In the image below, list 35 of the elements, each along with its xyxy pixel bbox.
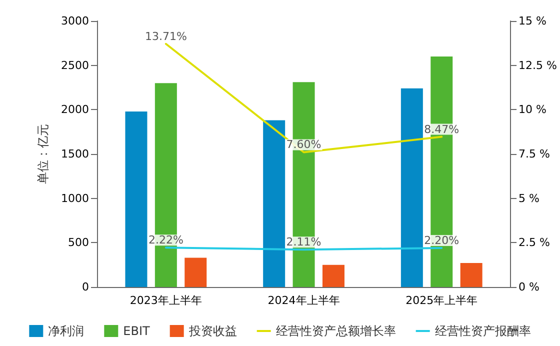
bar bbox=[400, 88, 423, 287]
data-label: 2.20% bbox=[424, 234, 460, 247]
data-label: 7.60% bbox=[286, 138, 322, 152]
bar bbox=[125, 111, 148, 287]
data-label: 13.71% bbox=[144, 30, 187, 43]
legend-label: 投资收益 bbox=[188, 324, 237, 338]
x-tick-label: 2025年上半年 bbox=[406, 294, 478, 307]
bar bbox=[460, 263, 482, 287]
y2-tick-label: 12.5 % bbox=[518, 58, 558, 72]
y2-tick-label: 15 % bbox=[518, 14, 547, 28]
data-label: 2.11% bbox=[286, 236, 322, 249]
bar bbox=[184, 258, 207, 287]
y2-tick-label: 7.5 % bbox=[518, 148, 550, 160]
y-tick-label: 3000 bbox=[61, 14, 89, 28]
legend-label: EBIT bbox=[123, 324, 151, 338]
legend-label: 经营性资产报酬率 bbox=[434, 324, 531, 338]
legend-label: 净利润 bbox=[48, 324, 84, 338]
y-axis-title: 单位：亿元 bbox=[36, 124, 50, 184]
y-tick-label: 500 bbox=[68, 236, 89, 250]
x-tick-label: 2023年上半年 bbox=[130, 294, 202, 307]
bar bbox=[322, 264, 344, 287]
y-tick-label: 1000 bbox=[61, 192, 89, 205]
bar bbox=[263, 120, 286, 287]
legend-label: 经营性资产总额增长率 bbox=[276, 324, 396, 338]
y-tick-label: 2000 bbox=[61, 103, 89, 116]
y2-tick-label: 5 % bbox=[518, 192, 540, 205]
y2-tick-label: 0 % bbox=[518, 280, 540, 294]
x-tick-label: 2024年上半年 bbox=[268, 294, 340, 307]
data-label: 2.22% bbox=[148, 234, 184, 247]
y-tick-label: 2500 bbox=[61, 58, 89, 72]
data-label: 8.47% bbox=[424, 122, 460, 136]
y-tick-label: 1500 bbox=[61, 148, 89, 160]
y-tick-label: 0 bbox=[82, 280, 89, 294]
y2-tick-label: 10 % bbox=[518, 103, 547, 116]
y2-tick-label: 2.5 % bbox=[518, 236, 550, 250]
